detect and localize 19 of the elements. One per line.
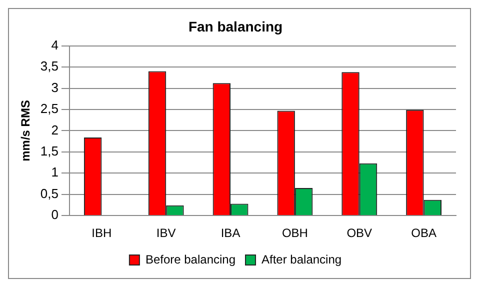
y-tick-label: 3,5 <box>40 58 58 74</box>
x-tick-label: OBH <box>282 226 308 240</box>
y-tick-label: 0 <box>51 207 58 222</box>
legend-label: After balancing <box>262 252 342 266</box>
y-tick-label: 3 <box>51 80 58 95</box>
x-tick-label: IBH <box>92 226 112 240</box>
y-tick-label: 1 <box>51 164 58 180</box>
legend-label: Before balancing <box>145 252 236 266</box>
y-tick-label: 2 <box>51 122 58 138</box>
y-axis-title: mm/s RMS <box>18 100 33 162</box>
y-tick-label: 4 <box>51 37 58 52</box>
x-tick-label: OBV <box>346 226 372 240</box>
x-tick-label: OBA <box>411 226 436 240</box>
y-tick-label: 0,5 <box>40 186 58 201</box>
x-tick-label: IBA <box>220 226 240 240</box>
y-tick-label: 1,5 <box>40 144 58 159</box>
x-tick-label: IBV <box>156 226 176 240</box>
y-tick-label: 2,5 <box>40 101 58 116</box>
chart-title: Fan balancing <box>188 18 283 34</box>
